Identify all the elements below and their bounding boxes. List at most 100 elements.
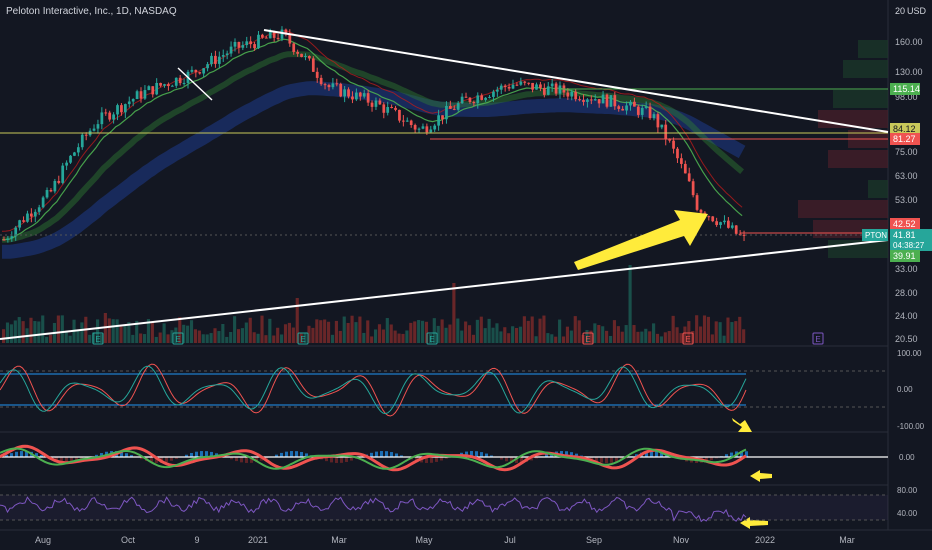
candle-body [507,87,511,89]
volume-bar [334,320,338,343]
volume-bar [675,327,679,343]
volume-bar [366,320,370,343]
time-axis-label: 2022 [755,535,775,545]
candle-body [727,220,730,228]
candle-body [366,93,370,103]
volume-bar [424,321,429,343]
volume-bar [197,330,201,343]
histogram-bar [600,457,603,463]
tag-green-top-bg [890,83,920,95]
histogram-bar [375,451,378,457]
candle-body [178,77,182,84]
candle-body [69,155,72,163]
rsi-line [0,496,747,523]
volume-profile-bar [798,200,888,218]
candle-body [691,181,695,196]
candle-body [546,86,550,95]
volume-bar [687,321,691,343]
volume-bar [511,326,515,343]
volume-bar [354,322,358,343]
volume-bar [123,325,127,343]
price-tick-label: 75.00 [895,147,918,157]
earnings-marker[interactable]: E [582,332,594,345]
candle-body [327,85,331,88]
volume-bar [679,333,683,343]
histogram-bar [240,457,243,463]
candle-body [374,100,378,107]
candle-body [2,239,6,241]
volume-bar [522,316,526,343]
candle-body [249,41,253,45]
volume-bar [585,330,589,343]
volume-bar [221,323,225,343]
candle-body [550,83,554,87]
candle-body [245,41,249,46]
histogram-bar [195,451,198,457]
volume-bar [154,336,158,343]
oscillator-pane-2 [0,444,888,472]
histogram-bar [655,451,658,457]
candlestick-series [2,26,746,243]
candle-body [26,213,29,222]
candle-body [488,96,491,98]
histogram-bar [535,457,538,459]
price-scale[interactable]: 160.00 130.00 98.00 75.00 63.00 53.00 33.00 28.… [862,37,932,518]
histogram-bar [350,457,353,461]
candle-body [503,85,507,88]
candle-body [742,234,746,236]
candle-body [652,114,656,119]
earnings-marker[interactable]: E [812,332,824,345]
candle-body [151,86,155,95]
earnings-marker[interactable]: E [426,332,438,345]
earnings-marker-box [812,332,824,345]
candle-body [570,91,574,97]
candle-body [10,236,14,239]
time-axis-label: May [415,535,433,545]
candle-body [296,51,300,54]
candle-body [280,29,284,39]
candle-body [609,95,613,107]
candle-body [664,124,668,140]
histogram-bar [130,455,133,457]
candle-body [53,180,57,192]
histogram-bar [275,454,278,457]
tag-yellow-text: 84.12 [893,124,916,134]
histogram-bar [465,451,468,457]
earnings-marker[interactable]: E [297,332,309,345]
volume-bar [201,334,205,343]
volume-bar [56,315,60,343]
candle-body [163,84,166,86]
time-axis[interactable]: Aug Oct 9 2021 Mar May Jul Sep Nov 2022 Mar [35,535,855,545]
volume-bar [628,265,632,343]
candle-body [409,120,413,126]
earnings-marker[interactable]: E [92,332,104,345]
candle-body [214,55,217,64]
volume-bar [291,327,295,343]
ascending-trendline [0,239,889,340]
earnings-marker-label: E [685,335,690,344]
histogram-bar [25,451,28,457]
candle-body [648,106,652,119]
earnings-marker[interactable]: E [682,332,694,345]
earnings-marker[interactable]: E [172,332,184,345]
candle-body [108,112,112,120]
volume-profile-bar [833,90,888,108]
volume-bar [385,318,389,343]
candle-body [597,99,601,104]
histogram-bar [445,457,448,459]
volume-bar [460,330,464,343]
volume-bar [119,326,123,343]
earnings-marker-label: E [429,335,434,344]
candle-body [730,225,734,228]
volume-bar [142,334,147,343]
trendlines[interactable] [0,29,889,340]
candle-body [527,82,531,84]
histogram-bar [380,451,383,457]
volume-bar [158,332,162,343]
volume-bar [37,321,41,343]
histogram-bar [395,453,398,457]
currency-label[interactable]: USD [907,6,927,16]
candle-body [272,31,276,38]
